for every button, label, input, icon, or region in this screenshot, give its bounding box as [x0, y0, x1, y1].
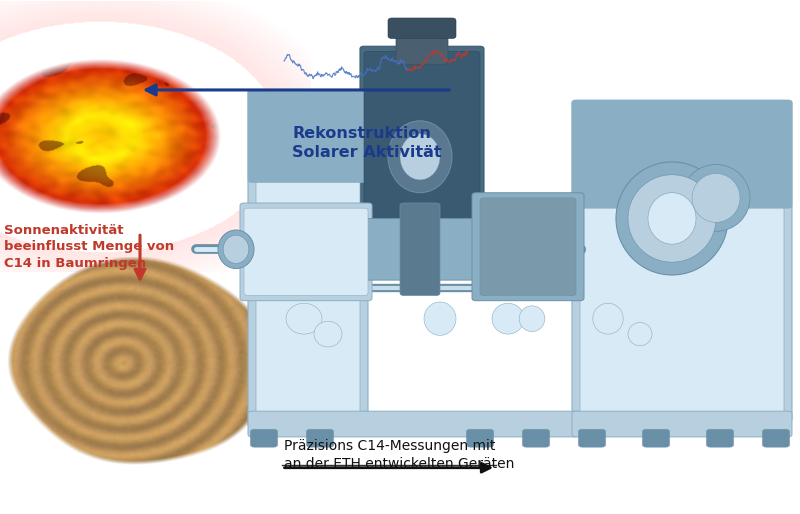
FancyBboxPatch shape: [580, 203, 784, 416]
Ellipse shape: [692, 173, 740, 222]
Ellipse shape: [314, 321, 342, 347]
FancyBboxPatch shape: [306, 429, 334, 447]
FancyBboxPatch shape: [572, 100, 792, 421]
Ellipse shape: [400, 134, 440, 180]
FancyBboxPatch shape: [388, 18, 456, 39]
FancyBboxPatch shape: [360, 218, 480, 280]
FancyBboxPatch shape: [578, 429, 606, 447]
FancyBboxPatch shape: [248, 90, 368, 182]
FancyBboxPatch shape: [480, 198, 576, 296]
Ellipse shape: [519, 306, 545, 332]
FancyBboxPatch shape: [572, 100, 792, 208]
Text: Präzisions C14-Messungen mit
an der ETH entwickelten Geräten: Präzisions C14-Messungen mit an der ETH …: [284, 439, 514, 471]
Ellipse shape: [616, 162, 728, 275]
FancyBboxPatch shape: [396, 23, 448, 64]
Ellipse shape: [223, 235, 249, 263]
FancyBboxPatch shape: [472, 193, 584, 301]
FancyBboxPatch shape: [240, 203, 372, 301]
Ellipse shape: [424, 302, 456, 336]
FancyBboxPatch shape: [466, 429, 494, 447]
Ellipse shape: [648, 193, 696, 244]
Ellipse shape: [388, 121, 452, 193]
FancyBboxPatch shape: [642, 429, 670, 447]
Ellipse shape: [628, 175, 716, 262]
Ellipse shape: [682, 164, 750, 231]
FancyBboxPatch shape: [256, 177, 360, 421]
Ellipse shape: [492, 303, 524, 334]
Ellipse shape: [593, 303, 623, 334]
FancyBboxPatch shape: [360, 46, 484, 260]
Ellipse shape: [218, 230, 254, 268]
FancyBboxPatch shape: [522, 429, 550, 447]
Ellipse shape: [286, 303, 322, 334]
FancyBboxPatch shape: [244, 208, 368, 296]
FancyBboxPatch shape: [248, 411, 580, 437]
FancyBboxPatch shape: [572, 411, 792, 437]
Ellipse shape: [628, 323, 652, 346]
FancyBboxPatch shape: [250, 429, 278, 447]
FancyBboxPatch shape: [364, 51, 480, 254]
Text: Rekonstruktion
Solarer Aktivität: Rekonstruktion Solarer Aktivität: [292, 126, 442, 160]
Text: Sonnenaktivität
beeinflusst Menge von
C14 in Baumringen: Sonnenaktivität beeinflusst Menge von C1…: [4, 224, 174, 269]
FancyBboxPatch shape: [400, 203, 440, 296]
FancyBboxPatch shape: [706, 429, 734, 447]
FancyBboxPatch shape: [762, 429, 790, 447]
FancyBboxPatch shape: [248, 90, 368, 427]
